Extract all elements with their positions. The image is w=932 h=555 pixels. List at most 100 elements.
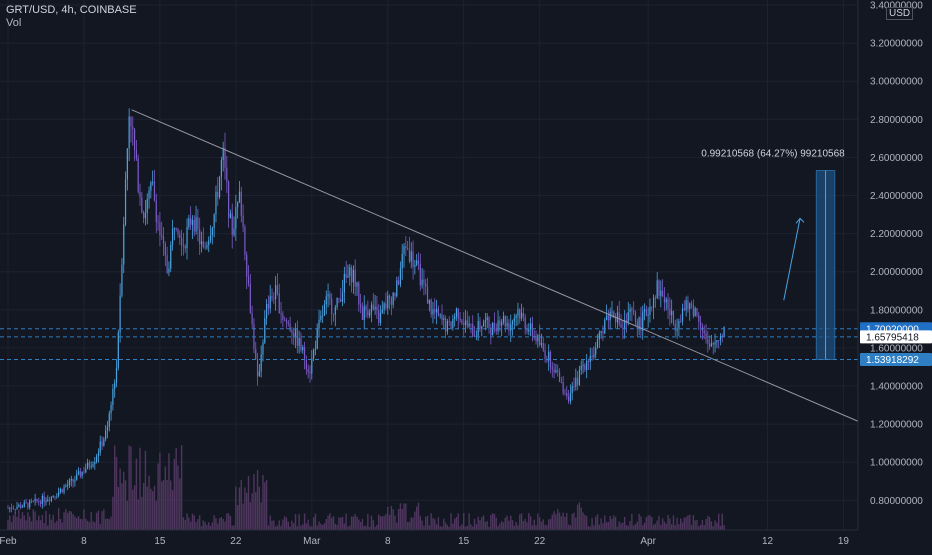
volume-bar (135, 458, 138, 530)
volume-bar (186, 513, 188, 530)
volume-bar (54, 522, 56, 530)
price-axis[interactable]: 3.40000000 3.20000000 3.00000000 2.80000000… (857, 0, 932, 550)
candle-body (723, 326, 725, 337)
candle-body (640, 317, 642, 331)
volume-bar (72, 514, 74, 530)
volume-bar (318, 521, 320, 530)
volume-bar (453, 518, 456, 530)
time-axis[interactable]: Feb 8 15 22 Mar 8 15 22 Apr 12 19 (0, 529, 858, 550)
volume-bar (661, 518, 664, 530)
volume-bar (144, 450, 147, 530)
time-tick-label: 19 (838, 536, 850, 547)
candle-body (712, 342, 714, 345)
candle-body (586, 360, 588, 371)
volume-bar (312, 517, 315, 530)
volume-bar (585, 516, 588, 530)
volume-bar (164, 466, 167, 530)
volume-bar (255, 492, 257, 530)
candle-body (260, 354, 262, 372)
candle-body (602, 331, 604, 334)
volume-bar (580, 507, 582, 530)
volume-bar (9, 515, 11, 530)
volume-bar (166, 479, 168, 530)
symbol-title[interactable]: GRT/USD, 4h, COINBASE (6, 4, 137, 16)
price-tag-label: 1.70020000 (866, 324, 919, 335)
horizontal-levels[interactable] (0, 328, 858, 360)
volume-bar (374, 526, 376, 530)
volume-bar (473, 518, 476, 530)
volume-bar (584, 514, 586, 530)
volume-bar (538, 517, 541, 530)
volume-bar (27, 512, 29, 530)
volume-bar (345, 513, 347, 530)
volume-bar (636, 521, 638, 530)
candle-body (347, 275, 349, 278)
volume-label[interactable]: Vol (6, 17, 22, 29)
candle-body (398, 280, 400, 285)
candle-body (636, 321, 638, 330)
volume-bar (204, 521, 206, 530)
volume-bar (146, 486, 148, 530)
volume-bar (435, 524, 438, 530)
volume-bar (213, 515, 215, 530)
volume-bar (271, 520, 273, 530)
volume-bar (562, 512, 564, 530)
candle-body (535, 335, 537, 342)
candle-body (202, 241, 204, 248)
candle-body (511, 321, 514, 325)
candle-body (464, 320, 467, 325)
volume-bar (432, 517, 434, 530)
candle-body (135, 150, 137, 159)
currency-badge[interactable]: USD (886, 7, 914, 20)
trendline[interactable] (131, 109, 888, 435)
volume-bar (376, 524, 378, 530)
volume-bar (607, 522, 610, 530)
volume-bar (332, 516, 335, 530)
volume-bar (499, 523, 501, 530)
candle-body (710, 342, 713, 347)
candle-body (531, 323, 534, 336)
candle-body (83, 471, 85, 473)
volume-bar (701, 520, 704, 530)
volume-bar (378, 514, 380, 530)
candle-body (39, 501, 42, 504)
candle-body (43, 495, 45, 502)
volume-bar (162, 480, 165, 530)
volume-bar (256, 469, 259, 530)
volume-bar (551, 514, 554, 530)
volume-bar (126, 500, 129, 530)
volume-bar (76, 518, 78, 530)
candle-body (332, 313, 335, 315)
volume-bar (649, 515, 651, 530)
volume-bar (260, 502, 262, 530)
volume-bar (249, 502, 252, 530)
volume-bar (363, 526, 365, 530)
volume-bar (491, 513, 494, 530)
candle-body (408, 249, 411, 262)
candle-body (490, 328, 492, 336)
candle-body (596, 339, 599, 348)
volume-bar (367, 513, 369, 530)
candle-body (146, 198, 148, 213)
projection-arrow[interactable] (783, 218, 801, 301)
drawings[interactable]: 0.99210568 (64.27%) 99210568 (131, 109, 888, 435)
candle-body (642, 311, 644, 331)
candle-body (575, 377, 577, 387)
volume-bar (508, 520, 510, 530)
volume-bar (132, 489, 134, 530)
volume-bar (497, 526, 499, 530)
volume-bar (437, 517, 440, 530)
candle-body (168, 268, 170, 273)
candle-body (696, 308, 698, 316)
candle-body (577, 377, 579, 385)
candle-body (692, 304, 694, 317)
candle-body (472, 323, 474, 337)
volume-bar (226, 513, 228, 530)
volume-bar (79, 519, 82, 530)
candle-body (495, 328, 497, 332)
volume-bar (341, 516, 344, 530)
candle-body (452, 319, 454, 329)
volume-bar (614, 516, 617, 530)
